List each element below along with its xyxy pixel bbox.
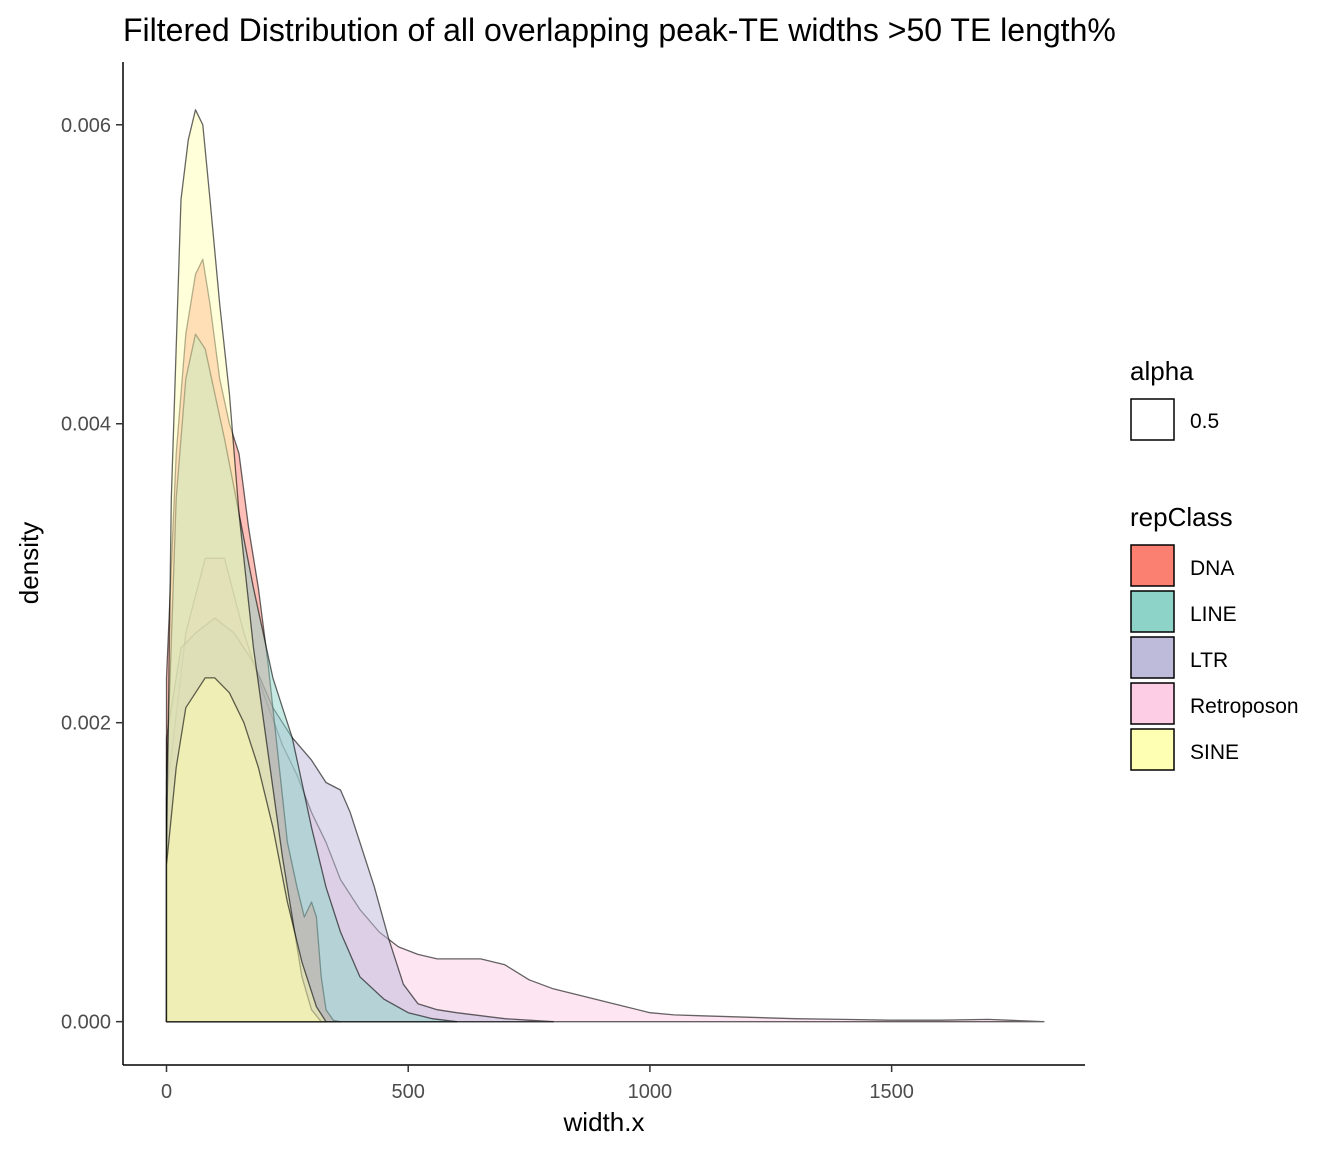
legend-alpha-label: 0.5 <box>1190 410 1219 433</box>
y-axis-ticks: 0.000 0.002 0.004 0.006 <box>61 115 123 1034</box>
legend-label-sine: SINE <box>1190 741 1239 764</box>
legend-key-dna <box>1130 544 1175 587</box>
legend-key-retroposon <box>1130 682 1175 725</box>
x-tick-label: 1000 <box>628 1081 673 1103</box>
legend-alpha-key <box>1130 398 1175 441</box>
legend-label-dna: DNA <box>1190 557 1234 580</box>
x-tick-label: 1500 <box>869 1081 914 1103</box>
legend-key-line <box>1130 590 1175 633</box>
y-axis-title: density <box>14 522 44 604</box>
x-axis-title: width.x <box>563 1107 645 1137</box>
x-tick-label: 500 <box>392 1081 425 1103</box>
x-tick-label: 0 <box>161 1081 172 1103</box>
legend-alpha: alpha 0.5 <box>1130 356 1219 441</box>
legend-label-retroposon: Retroposon <box>1190 695 1299 718</box>
y-tick-label: 0.004 <box>61 414 111 436</box>
legend-alpha-title: alpha <box>1130 356 1194 386</box>
density-area-sine-5 <box>165 677 327 1023</box>
legend-key-ltr <box>1130 636 1175 679</box>
legend-label-line: LINE <box>1190 603 1237 626</box>
y-tick-label: 0.006 <box>61 115 111 137</box>
density-areas <box>165 109 1045 1023</box>
legend-repclass-title: repClass <box>1130 502 1233 532</box>
y-tick-label: 0.000 <box>61 1012 111 1034</box>
legend-repclass: repClass DNA LINE LTR Retroposon SINE <box>1130 502 1299 771</box>
legend-label-ltr: LTR <box>1190 649 1228 672</box>
legend-key-sine <box>1130 728 1175 771</box>
x-axis-ticks: 0 500 1000 1500 <box>161 1065 914 1103</box>
chart-title: Filtered Distribution of all overlapping… <box>123 12 1116 48</box>
y-tick-label: 0.002 <box>61 713 111 735</box>
